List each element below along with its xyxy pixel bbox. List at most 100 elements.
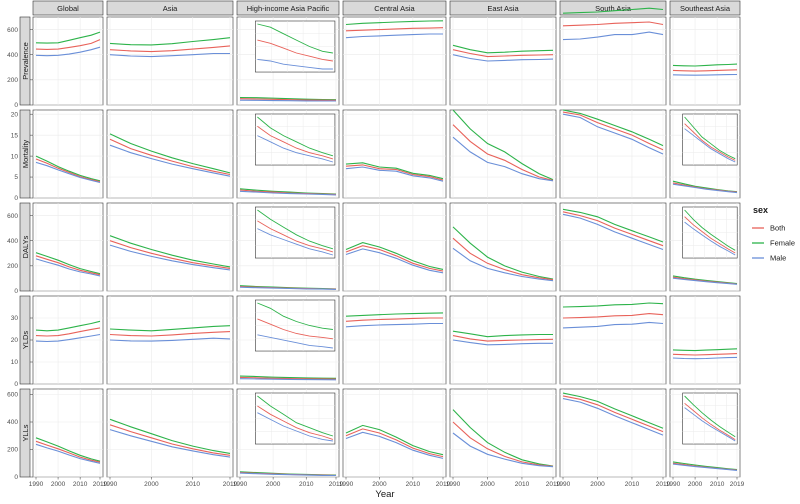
column-strip-southeast-asia: Southeast Asia [670, 1, 740, 15]
x-tick-label: 2000 [590, 481, 605, 488]
x-tick-label: 1990 [556, 481, 571, 488]
column-strip-high-income-asia-pacific: High-income Asia Pacific [237, 1, 339, 15]
panel-frame [343, 110, 446, 198]
legend-label-both: Both [770, 224, 785, 233]
x-tick-label: 2010 [625, 481, 640, 488]
row-strip-prevalence: Prevalence [20, 17, 30, 105]
series-line-male [673, 75, 737, 76]
x-tick-label: 2010 [515, 481, 530, 488]
panel-frame [450, 110, 556, 198]
row-strip-ylds: YLDs [20, 296, 30, 384]
panel-mortality-south-asia [560, 110, 666, 198]
x-tick-label: 1990 [29, 481, 44, 488]
legend-entry-both: Both [752, 224, 785, 233]
column-strip-east-asia: East Asia [450, 1, 556, 15]
y-tick-label: 30 [11, 315, 19, 322]
inset-zoom [255, 114, 335, 165]
panel-ylls-high-income-asia-pacific [237, 389, 339, 477]
x-tick-label: 2000 [372, 481, 387, 488]
y-tick-label: 0 [14, 288, 18, 295]
x-tick-label: 2010 [406, 481, 421, 488]
panel-dalys-southeast-asia [670, 203, 740, 291]
row-strip-mortality: Mortality [20, 110, 30, 198]
panel-ylds-asia [107, 296, 233, 384]
x-tick-label: 1990 [339, 481, 354, 488]
legend-entry-female: Female [752, 239, 795, 248]
panel-frame [560, 110, 666, 198]
column-strip-label: East Asia [487, 4, 519, 13]
row-strip-label: Mortality [21, 140, 30, 169]
panel-ylds-high-income-asia-pacific [237, 296, 339, 384]
x-axis-title: Year [375, 489, 394, 499]
row-strip-label: YLLs [21, 424, 30, 441]
panel-ylds-central-asia [343, 296, 446, 384]
faceted-line-chart: Global Asia High-income Asia Pacific Centra… [0, 0, 800, 499]
panel-ylls-southeast-asia [670, 389, 740, 477]
inset-zoom [255, 393, 335, 444]
panel-ylls-asia [107, 389, 233, 477]
inset-zoom [255, 21, 335, 72]
column-strip-asia: Asia [107, 1, 233, 15]
y-tick-label: 15 [11, 132, 19, 139]
panel-mortality-east-asia [450, 110, 556, 198]
legend-label-male: Male [770, 254, 786, 263]
panel-dalys-asia [107, 203, 233, 291]
x-tick-label: 1990 [446, 481, 461, 488]
y-tick-label: 600 [7, 392, 18, 399]
legend-title: sex [753, 205, 768, 215]
y-tick-label: 10 [11, 153, 19, 160]
panel-prevalence-south-asia [560, 8, 666, 105]
panel-ylls-global [33, 389, 103, 477]
panel-ylls-south-asia [560, 389, 666, 477]
panel-frame [107, 17, 233, 105]
inset-zoom [683, 207, 738, 258]
y-tick-label: 400 [7, 238, 18, 245]
y-tick-label: 10 [11, 359, 19, 366]
panel-prevalence-global [33, 17, 103, 105]
x-tick-label: 1990 [666, 481, 681, 488]
row-strip-label: Prevalence [21, 42, 30, 80]
panel-mortality-global [33, 110, 103, 198]
y-tick-label: 0 [14, 381, 18, 388]
x-tick-label: 2000 [144, 481, 159, 488]
panel-prevalence-east-asia [450, 17, 556, 105]
panel-frame [33, 17, 103, 105]
x-tick-label: 2010 [73, 481, 88, 488]
panel-ylds-south-asia [560, 296, 666, 384]
x-tick-label: 2010 [186, 481, 201, 488]
row-strip-label: DALYs [21, 235, 30, 258]
row-strip-dalys: DALYs [20, 203, 30, 291]
panel-frame [343, 389, 446, 477]
x-tick-label: 2000 [266, 481, 281, 488]
inset-zoom [255, 300, 335, 351]
y-tick-label: 200 [7, 263, 18, 270]
column-strip-label: Southeast Asia [680, 4, 731, 13]
panel-frame [107, 203, 233, 291]
x-tick-label: 2010 [299, 481, 314, 488]
y-tick-label: 600 [7, 27, 18, 34]
inset-zoom [255, 207, 335, 258]
panel-ylds-global [33, 296, 103, 384]
x-tick-label: 2000 [51, 481, 66, 488]
y-tick-label: 20 [11, 111, 19, 118]
column-strip-central-asia: Central Asia [343, 1, 446, 15]
y-tick-label: 200 [7, 77, 18, 84]
y-tick-label: 20 [11, 337, 19, 344]
panel-dalys-global [33, 203, 103, 291]
chart-canvas: Global Asia High-income Asia Pacific Centra… [0, 0, 800, 499]
panel-mortality-high-income-asia-pacific [237, 110, 339, 198]
panel-dalys-central-asia [343, 203, 446, 291]
column-strip-label: Global [57, 4, 79, 13]
y-tick-label: 600 [7, 213, 18, 220]
x-tick-label: 1990 [103, 481, 118, 488]
panel-prevalence-southeast-asia [670, 17, 740, 105]
y-tick-label: 0 [14, 474, 18, 481]
panel-prevalence-central-asia [343, 17, 446, 105]
panel-frame [33, 203, 103, 291]
x-tick-label: 2010 [710, 481, 725, 488]
y-tick-label: 0 [14, 195, 18, 202]
y-tick-label: 0 [14, 102, 18, 109]
panel-mortality-southeast-asia [670, 110, 740, 198]
panel-ylls-central-asia [343, 389, 446, 477]
panel-dalys-east-asia [450, 203, 556, 291]
